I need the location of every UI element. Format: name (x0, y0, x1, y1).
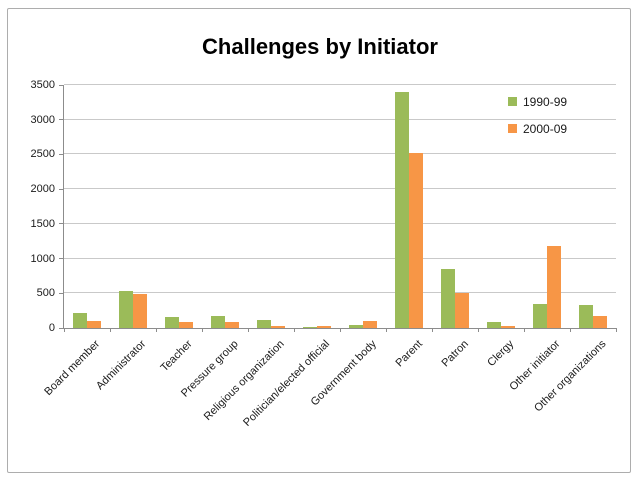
bar-1990-99 (257, 320, 271, 328)
chart-border (7, 8, 631, 473)
bar-group (156, 85, 202, 328)
bar-group (386, 85, 432, 328)
bar-1990-99 (579, 305, 593, 328)
bar-group (248, 85, 294, 328)
y-axis-labels: 0 500 1000 1500 2000 2500 3000 3500 (0, 79, 55, 334)
bar-2000-09 (501, 326, 515, 328)
bar-1990-99 (487, 322, 501, 328)
y-tick-label: 3000 (30, 113, 55, 126)
gridline (64, 292, 616, 294)
y-tick-mark (59, 292, 64, 294)
y-tick-mark (59, 327, 64, 329)
y-tick-mark (59, 223, 64, 225)
bar-2000-09 (593, 315, 607, 328)
legend-item: 2000-09 (508, 119, 567, 138)
bar-group (110, 85, 156, 328)
x-tick-mark (64, 328, 65, 332)
x-tick-mark (478, 328, 479, 332)
legend-swatch-1990-99 (508, 97, 517, 106)
x-tick-mark (156, 328, 157, 332)
gridline (64, 84, 616, 85)
bar-group (294, 85, 340, 328)
bar-group (478, 85, 524, 328)
legend: 1990-99 2000-09 (508, 92, 567, 146)
bar-2000-09 (363, 321, 377, 328)
y-tick-mark (59, 153, 64, 155)
bar-1990-99 (165, 316, 179, 328)
y-tick-label: 500 (36, 287, 55, 300)
legend-item: 1990-99 (508, 92, 567, 111)
bar-group (64, 85, 110, 328)
legend-swatch-2000-09 (508, 124, 517, 133)
bar-2000-09 (547, 246, 561, 328)
x-ticks (64, 85, 617, 332)
bar-1990-99 (395, 91, 409, 328)
bar-1990-99 (303, 327, 317, 328)
bar-2000-09 (317, 325, 331, 328)
plot-area (59, 84, 617, 332)
legend-label: 1990-99 (523, 94, 568, 109)
bar-1990-99 (73, 313, 87, 328)
y-tick-label: 1500 (30, 217, 55, 230)
y-tick-label: 3500 (30, 79, 55, 91)
x-tick-mark (202, 328, 203, 332)
x-tick-mark (386, 328, 387, 332)
y-tick-label: 2500 (30, 148, 55, 161)
bar-2000-09 (409, 153, 423, 328)
x-tick-mark (294, 328, 295, 332)
y-tick-label: 0 (48, 322, 55, 334)
gridline (64, 222, 616, 224)
bar-1990-99 (211, 316, 225, 328)
chart-title: Challenges by Initiator (202, 34, 438, 59)
bar-1990-99 (441, 269, 455, 328)
bar-2000-09 (133, 293, 147, 328)
y-tick-mark (59, 258, 64, 260)
bar-group (524, 85, 570, 328)
bars (64, 85, 616, 328)
x-tick-mark (110, 328, 111, 332)
x-tick-mark (340, 328, 341, 332)
x-tick-mark (524, 328, 525, 332)
bar-group (202, 85, 248, 328)
gridlines (59, 84, 616, 329)
bar-group (432, 85, 478, 328)
y-tick-mark (59, 188, 64, 190)
y-tick-mark (59, 84, 64, 86)
bar-1990-99 (533, 304, 547, 328)
legend-label: 2000-09 (523, 121, 568, 136)
bar-2000-09 (455, 292, 469, 328)
x-tick-mark (432, 328, 433, 332)
bar-2000-09 (225, 322, 239, 328)
gridline (64, 188, 616, 190)
bar-2000-09 (271, 325, 285, 328)
x-tick-mark (248, 328, 249, 332)
bar-2000-09 (179, 321, 193, 328)
gridline (64, 257, 616, 259)
bar-1990-99 (119, 290, 133, 328)
y-tick-label: 1000 (30, 252, 55, 265)
y-tick-mark (59, 119, 64, 121)
bar-group (570, 85, 616, 328)
bar-1990-99 (349, 324, 363, 328)
x-tick-mark (570, 328, 571, 332)
gridline (64, 153, 616, 155)
gridline (64, 118, 616, 120)
bar-group (340, 85, 386, 328)
y-tick-label: 2000 (30, 183, 55, 196)
x-tick-mark (616, 328, 617, 332)
bar-2000-09 (87, 321, 101, 328)
